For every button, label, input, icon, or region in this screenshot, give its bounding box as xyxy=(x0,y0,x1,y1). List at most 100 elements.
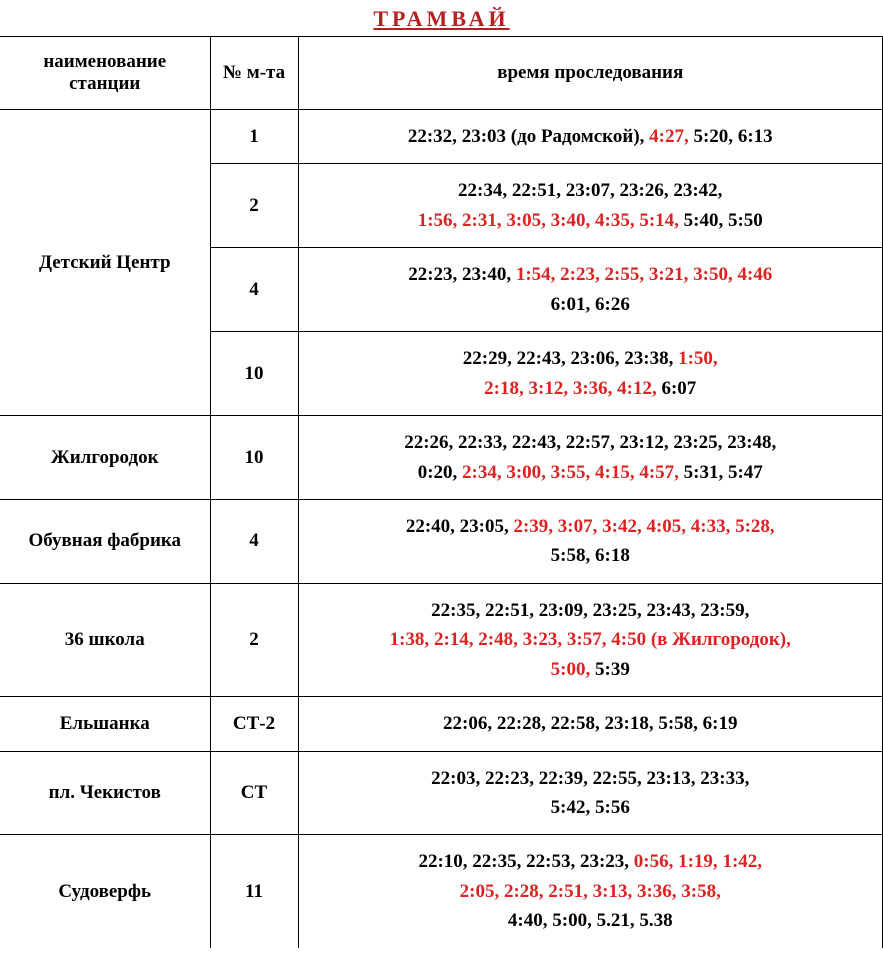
time-token: 22:28, xyxy=(497,713,546,734)
time-token: 2:34, xyxy=(462,462,502,483)
time-token: 22:55, xyxy=(593,768,642,789)
time-token: 22:03, xyxy=(431,768,480,789)
time-token: 3:40, xyxy=(551,210,591,231)
route-cell: 11 xyxy=(210,835,298,948)
time-token: 5:20, xyxy=(693,126,733,147)
time-token: 5:42, xyxy=(551,797,591,818)
page-title: ТРАМВАЙ xyxy=(0,0,883,36)
route-cell: СТ-2 xyxy=(210,697,298,751)
time-token: 23:25, xyxy=(593,600,642,621)
time-token: 1:50, xyxy=(678,348,718,369)
table-row: Детский Центр122:32, 23:03 (до Радомской… xyxy=(0,110,883,164)
route-cell: 4 xyxy=(210,499,298,583)
time-token: 3:50, xyxy=(693,264,733,285)
time-token: 22:35, xyxy=(472,851,521,872)
time-token: 5:00, xyxy=(552,910,592,931)
time-token: 6:13 xyxy=(738,126,773,147)
time-token: 23:06, xyxy=(570,348,619,369)
station-cell: пл. Чекистов xyxy=(0,751,210,835)
time-token: 2:18, xyxy=(484,378,524,399)
time-token: 5:47 xyxy=(728,462,763,483)
time-token: 6:19 xyxy=(703,713,738,734)
time-token: 22:39, xyxy=(539,768,588,789)
time-token: 2:39, xyxy=(513,516,553,537)
time-token: 3:07, xyxy=(558,516,598,537)
time-token: 22:43, xyxy=(512,432,561,453)
time-token: 3:13, xyxy=(593,881,633,902)
times-cell: 22:10, 22:35, 22:53, 23:23, 0:56, 1:19, … xyxy=(298,835,883,948)
route-cell: 2 xyxy=(210,583,298,696)
time-token: 23:07, xyxy=(566,180,615,201)
time-token: 2:55, xyxy=(605,264,645,285)
route-cell: 10 xyxy=(210,332,298,416)
station-cell: Судоверфь xyxy=(0,835,210,948)
time-token: 23:42, xyxy=(673,180,722,201)
time-token: 23:59, xyxy=(700,600,749,621)
time-token: 23:48, xyxy=(727,432,776,453)
time-token: 22:23, xyxy=(408,264,457,285)
table-row: пл. ЧекистовСТ22:03, 22:23, 22:39, 22:55… xyxy=(0,751,883,835)
time-token: 2:05, xyxy=(460,881,500,902)
time-token: 5:14, xyxy=(639,210,679,231)
route-cell: СТ xyxy=(210,751,298,835)
time-token: 4:05, xyxy=(646,516,686,537)
time-token: 2:14, xyxy=(434,629,474,650)
time-token: 3:36, xyxy=(573,378,613,399)
time-token: 1:38, xyxy=(390,629,430,650)
time-token: 4:46 xyxy=(737,264,772,285)
time-token: 1:56, xyxy=(418,210,458,231)
time-token: 4:33, xyxy=(691,516,731,537)
station-cell: Ельшанка xyxy=(0,697,210,751)
route-cell: 1 xyxy=(210,110,298,164)
table-row: Жилгородок1022:26, 22:33, 22:43, 22:57, … xyxy=(0,416,883,500)
time-token: 2:31, xyxy=(462,210,502,231)
header-times: время проследования xyxy=(298,37,883,110)
time-token: 3:55, xyxy=(551,462,591,483)
time-token: 23:25, xyxy=(673,432,722,453)
time-token: 23:05, xyxy=(460,516,509,537)
time-token: 23:23, xyxy=(580,851,629,872)
time-token: 5:39 xyxy=(595,659,630,680)
time-token: 5:58, xyxy=(551,545,591,566)
time-token: 2:51, xyxy=(548,881,588,902)
times-cell: 22:35, 22:51, 23:09, 23:25, 23:43, 23:59… xyxy=(298,583,883,696)
time-token: 3:58, xyxy=(681,881,721,902)
time-token: 22:58, xyxy=(551,713,600,734)
time-token: 4:40, xyxy=(508,910,548,931)
time-token: 5:40, xyxy=(684,210,724,231)
time-token: 23:38, xyxy=(624,348,673,369)
times-cell: 22:32, 23:03 (до Радомской), 4:27, 5:20,… xyxy=(298,110,883,164)
time-token: 23:13, xyxy=(646,768,695,789)
time-token: 5:31, xyxy=(684,462,724,483)
time-token: 3:23, xyxy=(523,629,563,650)
time-token: 6:26 xyxy=(595,294,630,315)
time-token: 1:19, xyxy=(678,851,718,872)
time-token: 23:33, xyxy=(700,768,749,789)
time-token: 3:00, xyxy=(506,462,546,483)
time-token: 22:51, xyxy=(485,600,534,621)
time-token: 6:18 xyxy=(595,545,630,566)
times-cell: 22:23, 23:40, 1:54, 2:23, 2:55, 3:21, 3:… xyxy=(298,248,883,332)
time-token: 23:40, xyxy=(462,264,511,285)
time-token: 1:54, xyxy=(516,264,556,285)
time-token: 22:10, xyxy=(418,851,467,872)
time-token: 3:21, xyxy=(649,264,689,285)
time-token: 1:42, xyxy=(722,851,762,872)
time-token: 5:28, xyxy=(735,516,775,537)
time-token: 23:09, xyxy=(539,600,588,621)
header-route: № м-та xyxy=(210,37,298,110)
time-token: 22:51, xyxy=(512,180,561,201)
time-token: 5:58, xyxy=(658,713,698,734)
time-token: 5:00, xyxy=(551,659,591,680)
time-token: 22:34, xyxy=(458,180,507,201)
time-token: 2:23, xyxy=(560,264,600,285)
times-cell: 22:34, 22:51, 23:07, 23:26, 23:42, 1:56,… xyxy=(298,164,883,248)
times-cell: 22:03, 22:23, 22:39, 22:55, 23:13, 23:33… xyxy=(298,751,883,835)
route-cell: 10 xyxy=(210,416,298,500)
station-cell: Жилгородок xyxy=(0,416,210,500)
time-token: 3:12, xyxy=(529,378,569,399)
time-token: 3:05, xyxy=(506,210,546,231)
time-token: 22:23, xyxy=(485,768,534,789)
time-token: 22:26, xyxy=(404,432,453,453)
time-token: 5.38 xyxy=(639,910,672,931)
